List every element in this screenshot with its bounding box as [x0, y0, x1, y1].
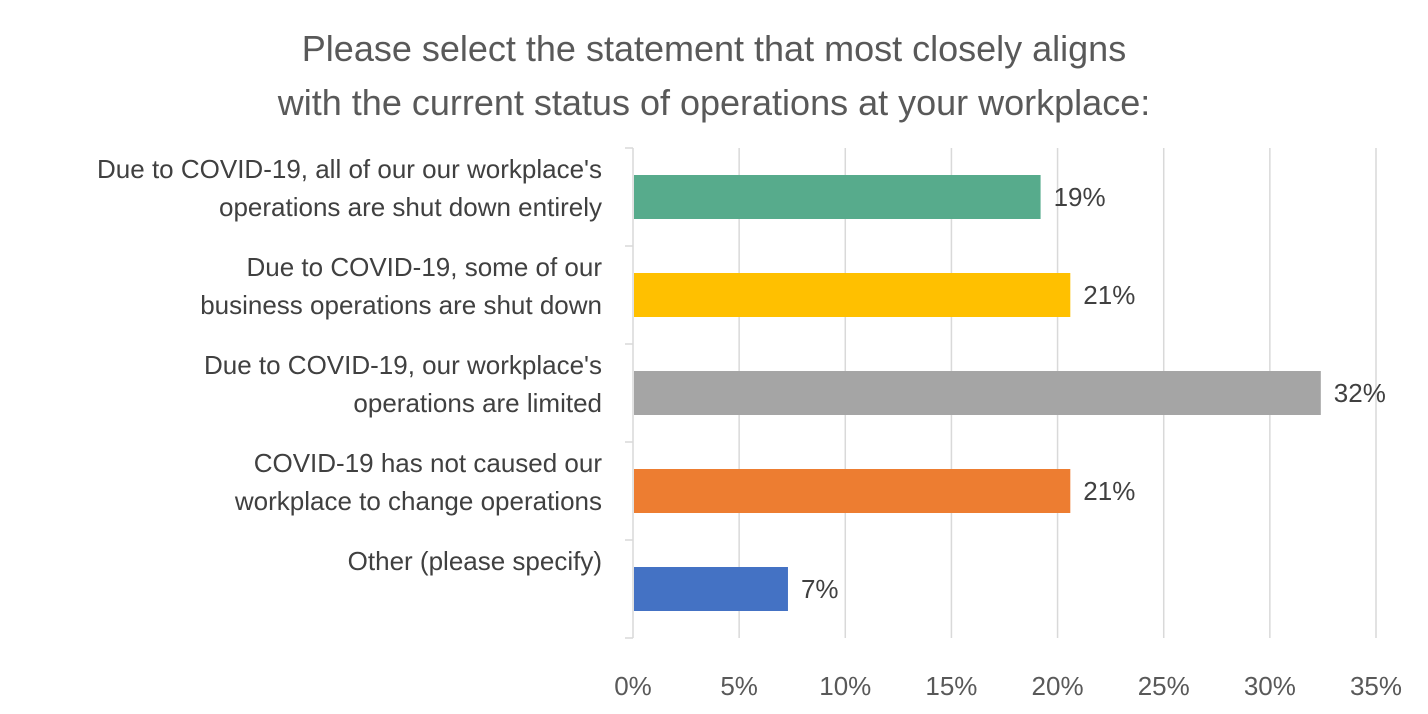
x-tick-label: 0%	[614, 671, 652, 701]
chart-title-line-2: with the current status of operations at…	[277, 82, 1151, 123]
category-label-line: Due to COVID-19, some of our	[246, 252, 602, 282]
chart-title: Please select the statement that most cl…	[0, 22, 1428, 130]
category-label-line: operations are shut down entirely	[218, 192, 602, 222]
data-label: 19%	[1054, 182, 1106, 212]
category-label-line: operations are limited	[353, 388, 602, 418]
category-label-line: COVID-19 has not caused our	[253, 448, 602, 478]
category-label: Due to COVID-19, some of our business ope…	[2, 248, 602, 324]
category-label: Due to COVID-19, our workplace's operatio…	[2, 346, 602, 422]
x-tick-label: 25%	[1138, 671, 1190, 701]
category-label-line: Due to COVID-19, all of our our workplac…	[97, 154, 602, 184]
x-tick-label: 35%	[1350, 671, 1402, 701]
data-label: 21%	[1083, 476, 1135, 506]
x-tick-label: 5%	[720, 671, 758, 701]
chart-title-line-1: Please select the statement that most cl…	[301, 28, 1127, 69]
bar	[634, 371, 1321, 415]
bar	[634, 469, 1071, 513]
x-tick-label: 10%	[819, 671, 871, 701]
data-label: 32%	[1334, 378, 1386, 408]
bar	[634, 175, 1041, 219]
category-label: Other (please specify)	[2, 542, 602, 580]
category-label-line: workplace to change operations	[234, 486, 602, 516]
x-tick-label: 20%	[1032, 671, 1084, 701]
x-tick-label: 30%	[1244, 671, 1296, 701]
bar	[634, 567, 788, 611]
category-label: COVID-19 has not caused our workplace to …	[2, 444, 602, 520]
data-label: 21%	[1083, 280, 1135, 310]
category-label: Due to COVID-19, all of our our workplac…	[2, 150, 602, 226]
data-label: 7%	[801, 574, 839, 604]
category-label-line: business operations are shut down	[200, 290, 602, 320]
category-label-line: Other (please specify)	[347, 546, 602, 576]
bar	[634, 273, 1071, 317]
category-label-line: Due to COVID-19, our workplace's	[203, 350, 602, 380]
x-tick-label: 15%	[925, 671, 977, 701]
